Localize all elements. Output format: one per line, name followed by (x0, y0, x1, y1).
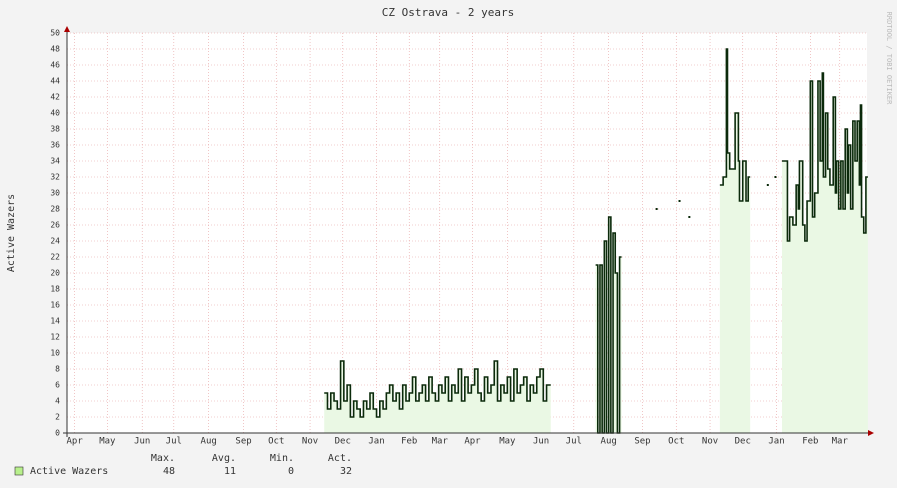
x-tick-label: Aug (601, 437, 617, 447)
legend-stat-value: 0 (288, 466, 294, 477)
x-tick-label: Apr (66, 437, 83, 447)
y-tick-label: 44 (50, 77, 60, 86)
series-line (595, 216, 622, 434)
legend-stat-header: Max. (151, 453, 175, 464)
x-tick-label: Mar (432, 437, 449, 447)
x-tick-label: Sep (235, 437, 251, 447)
series-marks (324, 48, 868, 434)
y-tick-label: 32 (50, 173, 60, 182)
series-line (719, 48, 751, 202)
x-tick-label: Oct (668, 437, 684, 447)
y-tick-label: 34 (50, 157, 60, 166)
x-tick-label: May (499, 437, 516, 447)
y-tick-label: 4 (55, 397, 60, 406)
y-tick-label: 50 (50, 29, 60, 38)
y-tick-label: 22 (50, 253, 60, 262)
y-tick-label: 6 (55, 381, 60, 390)
series-area (324, 361, 551, 433)
x-tick-label: Oct (268, 437, 284, 447)
x-tick-label: Jun (533, 437, 549, 447)
y-tick-label: 46 (50, 61, 60, 70)
watermark: RRDTOOL / TOBI OETIKER (885, 12, 893, 106)
data-point (678, 200, 681, 202)
y-tick-label: 26 (50, 221, 60, 230)
y-tick-label: 24 (50, 237, 60, 246)
x-tick-label: Dec (335, 437, 351, 447)
legend-swatch (14, 466, 24, 476)
series-line (324, 360, 551, 418)
y-tick-label: 38 (50, 125, 60, 134)
y-tick-label: 48 (50, 45, 60, 54)
x-tick-label: Feb (401, 437, 417, 447)
y-tick-label: 36 (50, 141, 60, 150)
x-tick-label: Jun (134, 437, 150, 447)
y-tick-label: 0 (55, 429, 60, 438)
x-tick-label: Jul (166, 437, 182, 447)
y-tick-label: 2 (55, 413, 60, 422)
x-tick-label: Aug (201, 437, 217, 447)
y-tick-label: 28 (50, 205, 60, 214)
legend-stat-header: Min. (270, 453, 294, 464)
y-tick-label: 16 (50, 301, 60, 310)
x-arrow (868, 430, 874, 436)
data-point (774, 176, 777, 178)
y-axis-label: Active Wazers (6, 194, 17, 272)
x-tick-label: Mar (832, 437, 849, 447)
legend-stat-value: 48 (163, 466, 175, 477)
chart-title: CZ Ostrava - 2 years (382, 6, 514, 19)
legend-stat-header: Act. (328, 453, 352, 464)
x-tick-label: Sep (634, 437, 650, 447)
x-tick-label: Jul (566, 437, 582, 447)
y-tick-label: 14 (50, 317, 60, 326)
x-tick-label: Dec (735, 437, 751, 447)
y-tick-label: 40 (50, 109, 60, 118)
data-point (688, 216, 691, 218)
x-tick-label: Feb (802, 437, 818, 447)
legend-stat-value: 32 (340, 466, 352, 477)
y-tick-label: 12 (50, 333, 60, 342)
y-tick-label: 18 (50, 285, 60, 294)
y-arrow (64, 26, 70, 32)
data-point (655, 208, 658, 210)
y-tick-label: 8 (55, 365, 60, 374)
data-point (766, 184, 769, 186)
x-tick-label: May (99, 437, 116, 447)
x-tick-label: Jan (768, 437, 784, 447)
y-tick-label: 10 (50, 349, 60, 358)
x-tick-label: Nov (702, 437, 718, 447)
x-tick-label: Jan (368, 437, 384, 447)
legend-stat-value: 11 (224, 466, 236, 477)
series-area (781, 73, 868, 433)
series-line (781, 72, 868, 242)
x-tick-label: Apr (464, 437, 481, 447)
y-tick-label: 30 (50, 189, 60, 198)
y-tick-label: 42 (50, 93, 60, 102)
y-tick-label: 20 (50, 269, 60, 278)
legend-stat-header: Avg. (212, 453, 236, 464)
legend-label: Active Wazers (30, 466, 108, 477)
x-tick-label: Nov (302, 437, 318, 447)
